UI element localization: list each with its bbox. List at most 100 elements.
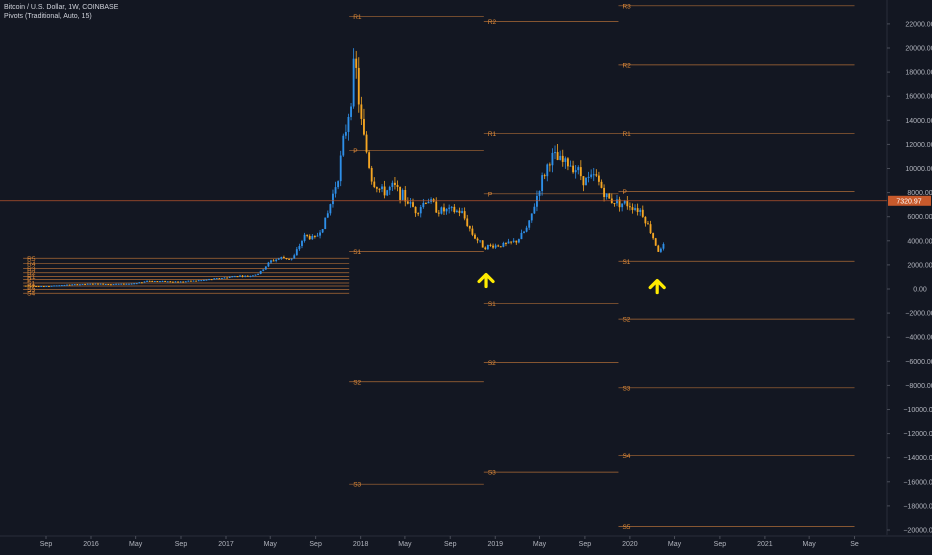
y-tick-label: −18000.00	[903, 503, 932, 510]
candle-body	[171, 281, 174, 283]
x-tick-label: Sep	[175, 541, 188, 548]
candle	[122, 283, 125, 285]
candle	[27, 285, 30, 287]
candle	[177, 281, 179, 283]
candle-body	[368, 152, 371, 168]
y-tick-label: −10000.00	[903, 407, 932, 414]
candle-body	[489, 244, 492, 246]
candle-body	[347, 116, 350, 132]
pivot-level-label: S2	[622, 317, 630, 324]
candle	[585, 177, 587, 186]
candle-body	[551, 152, 554, 166]
candle-body	[321, 229, 324, 233]
candle-body	[63, 285, 66, 287]
candle-body	[295, 249, 298, 256]
candle-body	[128, 283, 130, 285]
up-arrow-icon	[477, 272, 495, 289]
pivot-level-label: R5	[27, 256, 36, 263]
x-tick-label: Sep	[714, 541, 727, 548]
candle	[383, 180, 386, 199]
candle	[40, 285, 43, 288]
candle	[81, 283, 84, 285]
candle	[233, 275, 236, 278]
candle	[277, 257, 280, 261]
candle-body	[435, 201, 438, 213]
candle-body	[169, 281, 172, 283]
pivot-level-label: R1	[353, 14, 362, 21]
y-tick-label: 18000.00	[905, 70, 932, 77]
x-tick-label: May	[668, 541, 682, 548]
candle-body	[290, 258, 293, 260]
candle	[313, 235, 316, 239]
candle	[510, 241, 513, 245]
candle-body	[466, 218, 469, 226]
candle-body	[58, 285, 61, 287]
candle	[94, 283, 97, 285]
candle-body	[226, 277, 229, 279]
candle-body	[453, 206, 456, 212]
candle-body	[360, 104, 363, 119]
candle-body	[94, 283, 97, 285]
candle-body	[146, 280, 148, 282]
candle	[190, 280, 192, 282]
candle-body	[138, 282, 141, 284]
candle	[631, 203, 634, 214]
candle	[474, 233, 476, 240]
candle-body	[197, 280, 200, 282]
candle	[236, 276, 239, 278]
x-tick-label: 2018	[353, 541, 369, 548]
candle-body	[86, 283, 89, 285]
candle-body	[259, 270, 262, 274]
candle-body	[53, 285, 56, 287]
candle-body	[370, 167, 373, 182]
candle	[48, 285, 50, 287]
candle	[647, 221, 649, 225]
candle	[515, 240, 518, 245]
candle-body	[554, 152, 556, 154]
candle	[505, 242, 507, 247]
pivot-level-label: S2	[488, 360, 496, 367]
candle-body	[536, 195, 538, 207]
candle-body	[40, 286, 43, 288]
candle-body	[140, 282, 143, 284]
last-price-label: 7320.97	[896, 198, 921, 205]
y-tick-label: 14000.00	[905, 118, 932, 125]
candle	[257, 273, 260, 276]
candle	[143, 281, 146, 283]
candle	[386, 189, 389, 197]
candle-body	[461, 211, 463, 213]
candle-body	[649, 224, 652, 234]
candle-body	[71, 284, 74, 286]
pivot-level-label: S4	[622, 453, 630, 460]
candle	[355, 50, 358, 79]
candle-body	[603, 187, 606, 198]
candle-body	[639, 209, 642, 212]
candle	[246, 275, 249, 277]
candle-body	[208, 279, 210, 281]
candle	[166, 281, 169, 283]
candle	[324, 217, 327, 230]
pivot-level-label: P	[27, 277, 31, 284]
candle-body	[414, 206, 417, 214]
candle	[561, 149, 564, 167]
candle	[424, 202, 427, 205]
indicator-legend[interactable]: Pivots (Traditional, Auto, 15)	[4, 13, 92, 20]
candle	[360, 96, 363, 126]
candle	[63, 284, 66, 287]
candle	[375, 186, 378, 193]
candle	[148, 280, 151, 282]
candle-body	[631, 207, 634, 210]
candle	[55, 285, 58, 287]
candle-body	[177, 281, 179, 283]
candle-body	[445, 208, 448, 212]
candle	[169, 281, 172, 283]
candle	[215, 277, 218, 280]
candle	[223, 277, 226, 279]
candle	[373, 177, 376, 189]
candle-body	[515, 240, 518, 243]
y-tick-label: 8000.00	[907, 190, 932, 197]
candle-body	[308, 235, 311, 240]
